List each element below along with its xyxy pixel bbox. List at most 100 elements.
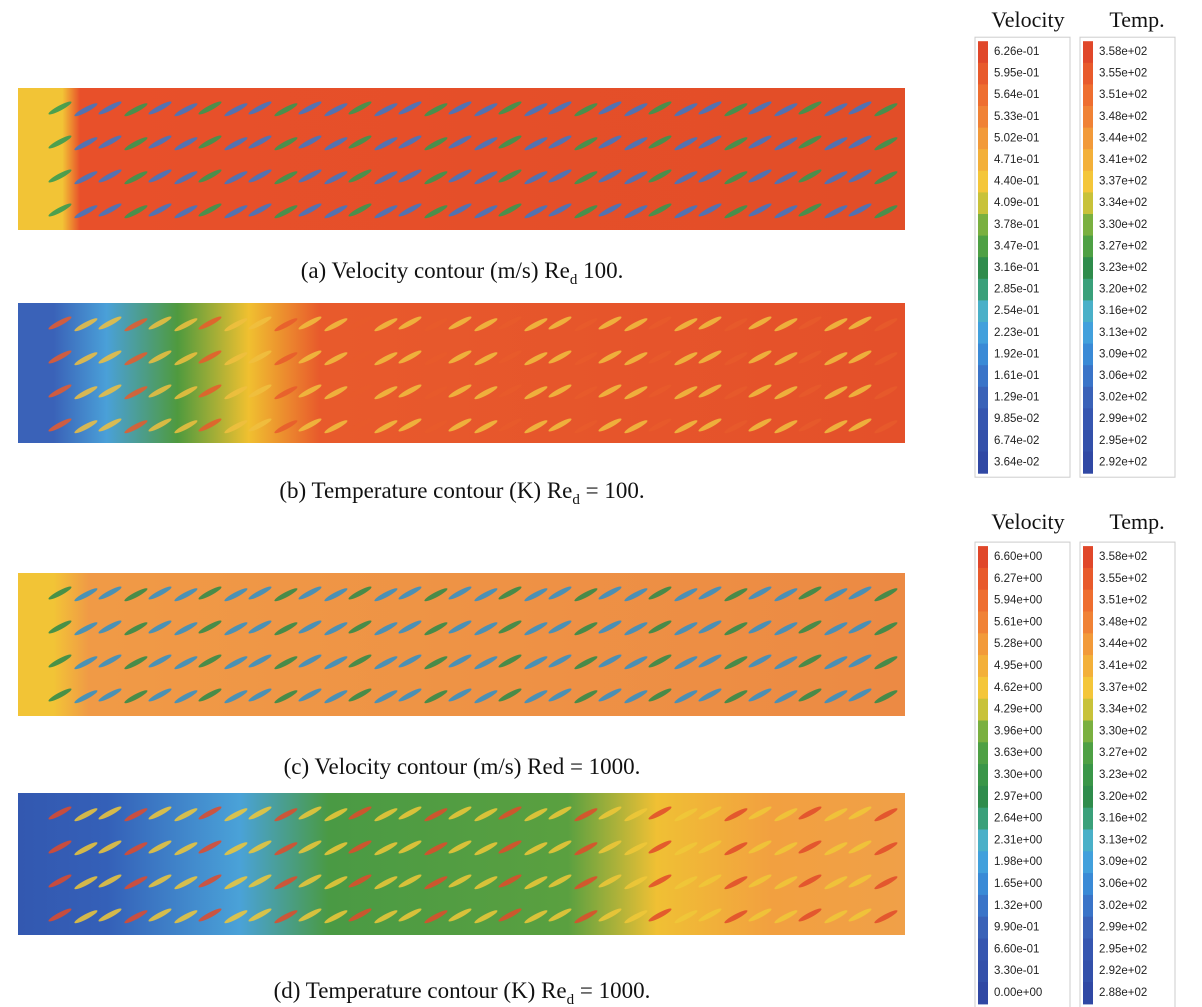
legend-label: 1.92e-01 [994,348,1039,360]
legend-label: 3.27e+02 [1099,240,1147,252]
color-swatch [1083,546,1093,568]
legend-label: 3.41e+02 [1099,660,1147,672]
color-swatch [1083,895,1093,917]
color-swatch [978,300,988,322]
legend-label: 3.78e-01 [994,219,1039,231]
legend-label: 9.85e-02 [994,413,1039,425]
legend-label: 3.47e-01 [994,240,1039,252]
legend-label: 3.23e+02 [1099,262,1147,274]
legend-label: 4.71e-01 [994,154,1039,166]
color-swatch [978,742,988,764]
legend-label: 3.48e+02 [1099,616,1147,628]
caption-suffix: 100. [577,258,623,283]
legend-label: 3.16e-01 [994,262,1039,274]
caption: (a) Velocity contour (m/s) Red 100. [301,258,624,288]
legend-label: 1.61e-01 [994,370,1039,382]
color-swatch [978,452,988,474]
caption-text: (d) Temperature contour (K) Re [274,978,567,1003]
color-swatch [978,408,988,430]
legend-label: 3.51e+02 [1099,89,1147,101]
legend-label: 2.99e+02 [1099,413,1147,425]
color-swatch [1083,387,1093,409]
color-swatch [1083,214,1093,236]
color-swatch [1083,257,1093,279]
color-swatch [1083,721,1093,743]
legend-label: 3.09e+02 [1099,348,1147,360]
color-swatch [978,365,988,387]
color-swatch [978,257,988,279]
color-swatch [978,171,988,193]
color-swatch [978,851,988,873]
caption-suffix: = 1000. [574,978,650,1003]
legend-label: 6.27e+00 [994,573,1042,585]
color-swatch [978,279,988,301]
color-swatch [1083,106,1093,128]
legend-label: 3.48e+02 [1099,111,1147,123]
legend-label: 3.51e+02 [1099,595,1147,607]
color-swatch [1083,917,1093,939]
color-swatch [1083,171,1093,193]
color-swatch [1083,279,1093,301]
color-swatch [1083,830,1093,852]
color-swatch [978,63,988,85]
color-swatch [1083,408,1093,430]
legend-label: 3.44e+02 [1099,638,1147,650]
legend-label: 3.13e+02 [1099,327,1147,339]
legend-label: 3.16e+02 [1099,813,1147,825]
legend-label: 3.20e+02 [1099,791,1147,803]
legend-label: 3.27e+02 [1099,747,1147,759]
color-swatch [978,546,988,568]
legend-label: 5.64e-01 [994,89,1039,101]
figure: (a) Velocity contour (m/s) Red 100. (b) T… [0,0,1202,1007]
color-swatch [978,677,988,699]
color-swatch [978,322,988,344]
legend-label: 3.30e+02 [1099,725,1147,737]
legend-label: 6.74e-02 [994,435,1039,447]
legend-label: 5.28e+00 [994,638,1042,650]
color-swatch [978,960,988,982]
color-swatch [1083,192,1093,214]
color-swatch [978,106,988,128]
legend-label: 5.61e+00 [994,616,1042,628]
legend-label: 5.94e+00 [994,595,1042,607]
color-swatch [978,84,988,106]
color-swatch [1083,84,1093,106]
color-swatch [978,612,988,634]
legend-label: 1.65e+00 [994,878,1042,890]
legend-label: 3.64e-02 [994,456,1039,468]
color-swatch [978,873,988,895]
legend-label: 3.06e+02 [1099,370,1147,382]
color-swatch [1083,764,1093,786]
legend-label: 3.30e+00 [994,769,1042,781]
legend-label: 3.58e+02 [1099,46,1147,58]
color-swatch [1083,452,1093,474]
legend-label: 3.41e+02 [1099,154,1147,166]
color-swatch [1083,612,1093,634]
legend-label: 4.29e+00 [994,704,1042,716]
legend-label: 5.95e-01 [994,68,1039,80]
color-swatch [1083,655,1093,677]
legend-label: 4.40e-01 [994,176,1039,188]
legend-label: 3.20e+02 [1099,284,1147,296]
color-swatch [1083,633,1093,655]
legend-label: 3.02e+02 [1099,900,1147,912]
legend-label: 3.63e+00 [994,747,1042,759]
color-swatch [978,387,988,409]
color-swatch [978,214,988,236]
caption-suffix: = 100. [580,478,645,503]
color-swatch [1083,568,1093,590]
legend-label: 2.92e+02 [1099,965,1147,977]
color-swatch [978,149,988,171]
color-swatch [978,939,988,961]
legend-label: 3.55e+02 [1099,573,1147,585]
caption: (b) Temperature contour (K) Red = 100. [279,478,644,508]
legend-label: 3.37e+02 [1099,176,1147,188]
legend-label: 3.16e+02 [1099,305,1147,317]
color-swatch [1083,63,1093,85]
color-swatch [1083,786,1093,808]
legend-label: 6.26e-01 [994,46,1039,58]
legend-label: 3.13e+02 [1099,834,1147,846]
color-swatch [1083,344,1093,366]
color-swatch [978,128,988,150]
legends: VelocityTemp.6.26e-015.95e-015.64e-015.3… [975,7,1175,1007]
